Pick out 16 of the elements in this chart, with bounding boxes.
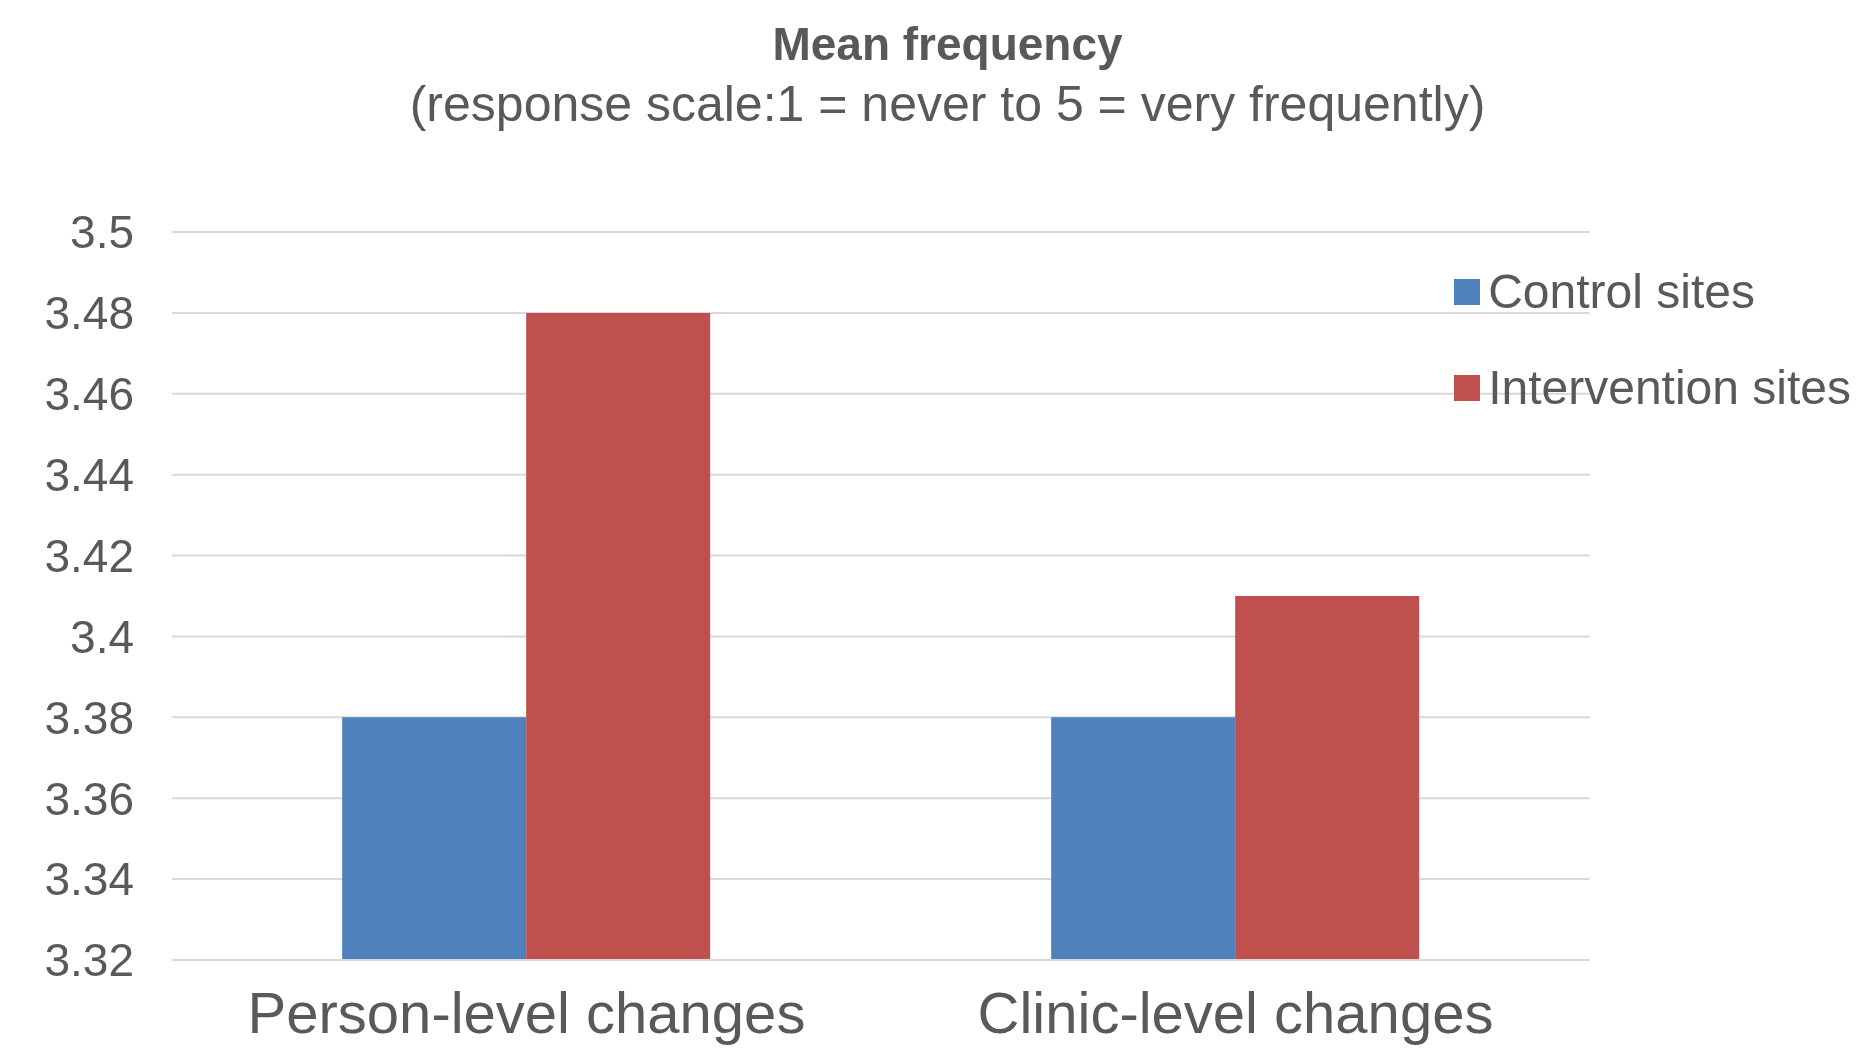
y-tick-label: 3.5 (70, 206, 134, 259)
y-tick-label: 3.48 (44, 287, 134, 340)
legend-label: Intervention sites (1488, 360, 1851, 416)
x-tick-label: Person-level changes (247, 980, 806, 1046)
y-tick-label: 3.4 (70, 610, 134, 663)
y-tick-label: 3.38 (44, 691, 134, 744)
chart-title: Mean frequency (771, 17, 1124, 72)
y-tick-label: 3.32 (44, 934, 134, 987)
y-tick-label: 3.46 (44, 368, 134, 421)
chart-subtitle: (response scale:1 = never to 5 = very frequently) (408, 75, 1487, 134)
y-tick-label: 3.34 (44, 853, 134, 906)
y-tick-label: 3.44 (44, 449, 134, 501)
legend-label: Control sites (1488, 264, 1755, 320)
y-tick-label: 3.36 (44, 772, 134, 825)
y-tick-label: 3.42 (44, 529, 134, 582)
x-tick-label: Clinic-level changes (977, 980, 1494, 1046)
